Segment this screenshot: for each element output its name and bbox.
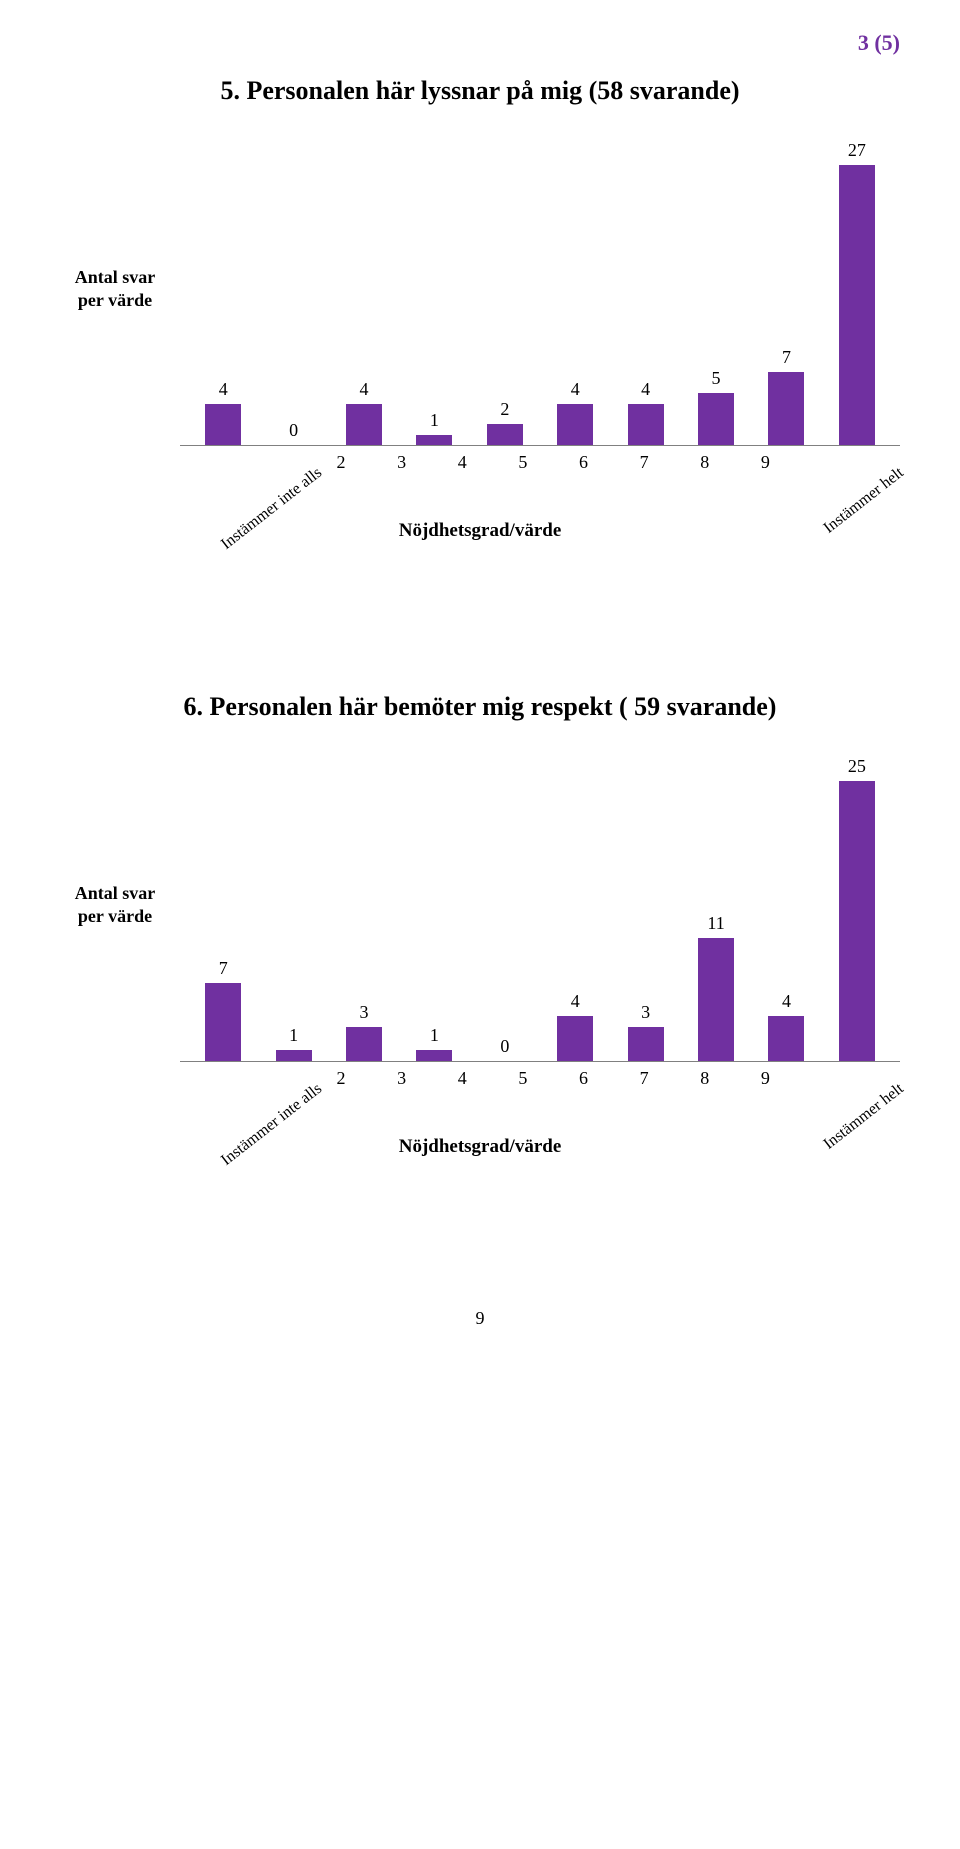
bar-col: 5 [681, 368, 751, 445]
x-category-label: Instämmer helt [796, 452, 892, 512]
bar-rect [628, 1027, 664, 1061]
bar-col: 1 [258, 1025, 328, 1061]
chart-6-x-title: Nöjdhetsgrad/värde [180, 1136, 900, 1158]
bar-col: 7 [188, 958, 258, 1061]
bar-value-label: 2 [500, 399, 509, 420]
bar-rect [416, 435, 452, 445]
bar-col: 0 [470, 1036, 540, 1061]
bar-value-label: 0 [500, 1036, 509, 1057]
chart-5-bars: 4 0 4 1 2 4 4 5 7 27 [180, 136, 900, 446]
bar-rect [839, 165, 875, 445]
bar-value-label: 4 [782, 991, 791, 1012]
bar-col: 4 [610, 379, 680, 445]
bar-col: 4 [540, 379, 610, 445]
bar-col: 3 [329, 1002, 399, 1061]
x-category-label: 3 [371, 1068, 432, 1128]
bar-rect [557, 404, 593, 445]
chart-6-y-label: Antal svar per värde [60, 882, 180, 929]
bar-value-label: 1 [430, 410, 439, 431]
bar-col: 4 [751, 991, 821, 1061]
bar-col: 27 [822, 140, 892, 445]
x-category-label: 4 [432, 452, 493, 512]
x-category-label: 6 [553, 452, 614, 512]
bar-value-label: 1 [289, 1025, 298, 1046]
bar-value-label: 25 [848, 756, 866, 777]
bar-value-label: 4 [571, 379, 580, 400]
bar-value-label: 7 [219, 958, 228, 979]
chart-5-x-labels: Instämmer inte alls23456789Instämmer hel… [180, 452, 900, 512]
x-category-label: 5 [493, 452, 554, 512]
bar-value-label: 11 [707, 913, 724, 934]
x-category-label: 2 [311, 452, 372, 512]
bar-value-label: 0 [289, 420, 298, 441]
bar-col: 1 [399, 1025, 469, 1061]
bar-value-label: 7 [782, 347, 791, 368]
bar-rect [839, 781, 875, 1061]
x-category-label: 8 [674, 452, 735, 512]
x-category-label: Instämmer inte alls [188, 452, 311, 512]
bar-col: 7 [751, 347, 821, 445]
x-category-label: 4 [432, 1068, 493, 1128]
bar-value-label: 4 [219, 379, 228, 400]
bar-col: 25 [822, 756, 892, 1061]
x-category-label: 6 [553, 1068, 614, 1128]
x-category-label: 7 [614, 452, 675, 512]
x-category-label: Instämmer inte alls [188, 1068, 311, 1128]
bar-value-label: 3 [641, 1002, 650, 1023]
bar-rect [205, 983, 241, 1061]
chart-6: 6. Personalen här bemöter mig respekt ( … [60, 692, 900, 1158]
bar-col: 11 [681, 913, 751, 1061]
bar-value-label: 3 [360, 1002, 369, 1023]
x-category-label: 7 [614, 1068, 675, 1128]
chart-5-y-label: Antal svar per värde [60, 266, 180, 313]
chart-5: 5. Personalen här lyssnar på mig (58 sva… [60, 76, 900, 542]
bar-value-label: 4 [360, 379, 369, 400]
chart-6-bars: 7 1 3 1 0 4 3 11 4 25 [180, 752, 900, 1062]
bar-value-label: 5 [712, 368, 721, 389]
chart-5-title: 5. Personalen här lyssnar på mig (58 sva… [60, 76, 900, 106]
bar-rect [768, 372, 804, 445]
x-category-label: 5 [493, 1068, 554, 1128]
x-category-label: 9 [735, 1068, 796, 1128]
bar-rect [346, 404, 382, 445]
x-category-label: 2 [311, 1068, 372, 1128]
chart-6-title: 6. Personalen här bemöter mig respekt ( … [60, 692, 900, 722]
bar-rect [416, 1050, 452, 1061]
bar-col: 4 [540, 991, 610, 1061]
bar-col: 4 [329, 379, 399, 445]
bar-rect [628, 404, 664, 445]
chart-6-x-labels: Instämmer inte alls23456789Instämmer hel… [180, 1068, 900, 1128]
x-category-label: 3 [371, 452, 432, 512]
x-category-label: 8 [674, 1068, 735, 1128]
bar-rect [487, 424, 523, 445]
bar-value-label: 4 [571, 991, 580, 1012]
bar-rect [557, 1016, 593, 1061]
bar-value-label: 27 [848, 140, 866, 161]
bar-rect [346, 1027, 382, 1061]
bar-rect [205, 404, 241, 445]
bar-value-label: 1 [430, 1025, 439, 1046]
x-category-label: Instämmer helt [796, 1068, 892, 1128]
chart-5-x-title: Nöjdhetsgrad/värde [180, 520, 900, 542]
bar-rect [768, 1016, 804, 1061]
bar-col: 0 [258, 420, 328, 445]
bar-col: 1 [399, 410, 469, 445]
bar-rect [276, 1050, 312, 1061]
bar-rect [698, 393, 734, 445]
page-header: 3 (5) [60, 30, 900, 56]
bar-value-label: 4 [641, 379, 650, 400]
bar-col: 4 [188, 379, 258, 445]
bar-col: 3 [610, 1002, 680, 1061]
bar-col: 2 [470, 399, 540, 445]
x-category-label: 9 [735, 452, 796, 512]
footer-page-number: 9 [60, 1308, 900, 1329]
bar-rect [698, 938, 734, 1061]
